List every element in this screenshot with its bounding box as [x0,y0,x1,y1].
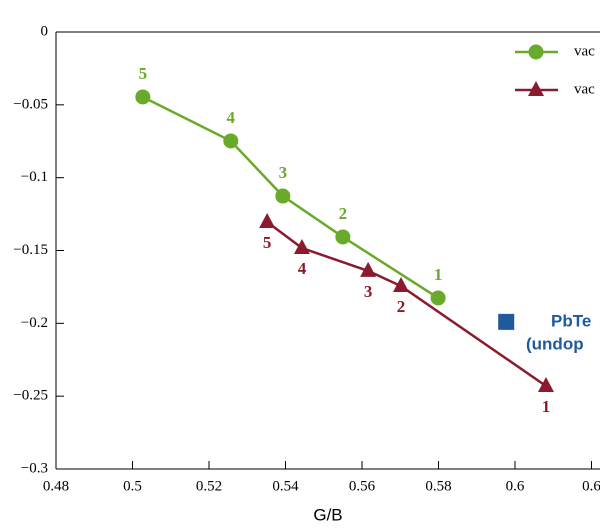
point-label: 5 [263,233,272,252]
point [135,89,151,105]
x-axis-label: G/B [313,505,342,524]
point-label: 4 [227,108,236,127]
point [537,376,554,392]
y-tick-label: −0.3 [21,460,48,476]
legend-label: vac [574,43,595,59]
y-tick-label: −0.05 [13,96,48,112]
annotation: PbTe [551,311,591,330]
point [223,133,239,149]
point-label: 1 [542,397,551,416]
annotation: (undop [526,334,584,353]
x-tick-label: 0.5 [123,478,142,494]
series-line [142,95,439,300]
reference-point [498,313,515,330]
point-label: 5 [139,64,148,83]
point [335,229,351,245]
legend-label: vac [574,81,595,97]
x-tick-label: 0.52 [196,478,222,494]
point [259,212,276,228]
point [360,261,377,277]
point-label: 2 [339,204,348,223]
point [275,188,291,204]
x-tick-label: 0.48 [43,478,69,494]
series-line [266,220,547,387]
y-tick-label: −0.15 [13,242,48,258]
y-tick-label: −0.2 [21,315,48,331]
point-label: 4 [298,259,307,278]
point [393,277,410,293]
point-label: 1 [434,265,443,284]
x-tick-label: 0.6 [506,478,525,494]
point-label: 3 [279,163,288,182]
x-tick-label: 0.56 [349,478,376,494]
x-tick-label: 0.58 [425,478,451,494]
x-tick-label: 0.54 [272,478,299,494]
point [293,239,310,255]
point [430,290,446,306]
point-label: 3 [364,282,373,301]
x-tick-label: 0.6 [582,478,600,494]
point-label: 2 [397,297,406,316]
y-tick-label: −0.25 [13,388,48,404]
y-tick-label: 0 [41,23,49,39]
point [528,81,544,96]
point [528,44,544,60]
y-tick-label: −0.1 [21,169,48,185]
